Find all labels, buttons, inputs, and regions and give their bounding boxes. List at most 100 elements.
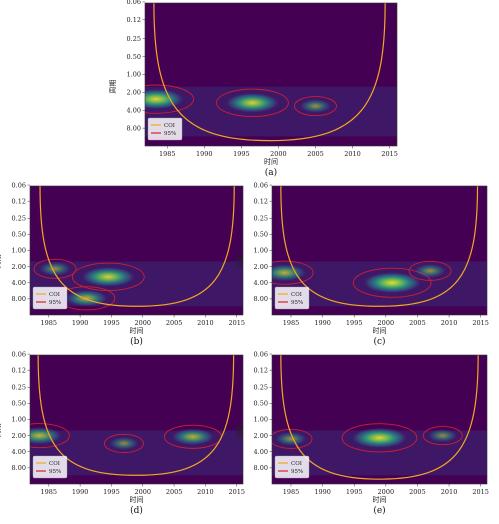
coi-curve [39,186,235,307]
y-tick-label: 0.12 [12,366,26,374]
wavelet-panel: 0.06 0.12 0.25 0.50 1.00 2.00 4.00 8.00 1985 1990… [0,181,245,347]
power-blob [171,428,214,446]
legend-box [32,455,68,479]
y-tick-label: 0.06 [127,0,141,6]
power-blob [363,272,421,294]
coi-curve [280,186,479,307]
y-tick-label: 4.00 [12,448,26,456]
legend-label: COI [164,123,175,129]
y-tick-label: 0.25 [12,383,26,391]
x-tick-label: 1995 [103,488,120,496]
significance-contour [408,260,452,281]
x-tick-label: 1995 [103,319,120,327]
significance-contour [293,96,337,117]
x-tick-label: 2005 [166,319,183,327]
significance-contour [272,428,313,449]
y-tick-label: 8.00 [127,124,141,132]
x-tick-label: 2000 [134,319,151,327]
power-blob [145,89,184,110]
y-axis-label: 周期 [236,254,244,268]
y-tick-label: 4.00 [254,279,268,287]
y-tick-label: 1.00 [12,247,26,255]
legend: COI 95% [32,286,68,310]
legend: COI 95% [32,455,68,479]
y-tick-label: 1.00 [254,247,268,255]
x-tick-label: 1995 [346,319,363,327]
power-blob [225,93,280,113]
significance-contour [216,88,289,118]
y-tick-label: 0.12 [12,197,26,205]
x-tick-label: 2005 [409,319,426,327]
y-tick-label: 0.50 [12,231,26,239]
legend-label: COI [49,292,60,298]
y-tick-label: 2.00 [12,432,26,440]
y-tick-label: 0.06 [12,181,26,189]
y-tick-label: 4.00 [12,279,26,287]
y-axis-label: 周期 [236,423,244,437]
y-tick-label: 2.00 [254,432,268,440]
y-tick-label: 0.25 [127,35,141,43]
x-tick-label: 1990 [196,150,213,158]
panel-caption: (c) [373,336,385,347]
x-tick-label: 2015 [228,488,245,496]
x-tick-label: 2010 [441,319,458,327]
low-power-band [145,86,397,137]
x-tick-label: 2005 [409,488,426,496]
y-tick-label: 0.06 [12,350,26,358]
y-tick-label: 2.00 [12,263,26,271]
y-tick-label: 0.50 [254,231,268,239]
y-tick-label: 0.25 [12,214,26,222]
y-tick-label: 0.25 [254,214,268,222]
x-tick-label: 1990 [314,488,331,496]
legend: COI 95% [147,117,183,141]
y-tick-label: 0.12 [254,197,268,205]
legend-label: 95% [291,469,303,475]
x-tick-label: 1985 [41,319,58,327]
x-tick-label: 2000 [378,488,395,496]
panel-caption: (e) [373,505,385,516]
x-tick-label: 2010 [197,488,214,496]
y-tick-label: 0.50 [127,53,141,61]
panel-caption: (d) [130,505,143,516]
wavelet-panel: 0.06 0.12 0.25 0.50 1.00 2.00 4.00 8.00 1985 1990… [236,350,489,516]
power-blob [109,436,139,450]
x-tick-label: 2000 [134,488,151,496]
x-axis-label: 时间 [130,326,144,335]
y-tick-label: 0.06 [254,350,268,358]
significance-contour [422,426,463,446]
x-tick-label: 2010 [441,488,458,496]
x-tick-label: 2015 [228,319,245,327]
significance-contour [352,267,432,298]
coi-curve [280,355,479,480]
x-tick-label: 1985 [41,488,58,496]
y-axis-label: 周期 [0,254,2,268]
x-tick-label: 2010 [344,150,361,158]
legend-box [32,286,68,310]
legend-box [274,286,310,310]
coi-curve [37,355,235,476]
power-blob [428,429,458,443]
y-axis-label: 周期 [109,80,117,94]
y-tick-label: 0.50 [254,400,268,408]
x-tick-label: 1990 [72,488,89,496]
x-tick-label: 1985 [283,319,300,327]
y-tick-label: 0.50 [12,400,26,408]
x-tick-label: 2000 [378,319,395,327]
significance-contour [145,84,194,114]
power-blob [65,289,108,307]
y-tick-label: 0.06 [254,181,268,189]
x-tick-label: 2015 [472,488,489,496]
coi-curve [153,3,386,142]
significance-contour [272,260,314,285]
y-tick-label: 1.00 [254,416,268,424]
y-tick-label: 2.00 [127,89,141,97]
y-tick-label: 2.00 [254,263,268,271]
legend-label: COI [49,461,60,467]
y-tick-label: 1.00 [127,71,141,79]
legend-box [274,455,310,479]
significance-contour [30,423,70,449]
power-blob [39,262,71,276]
x-tick-label: 2010 [197,319,214,327]
x-axis-label: 时间 [373,495,387,504]
